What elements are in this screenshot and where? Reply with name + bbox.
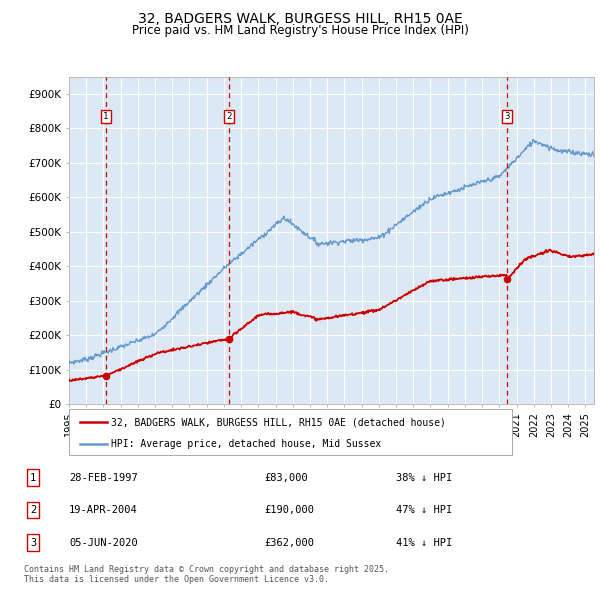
- Text: Contains HM Land Registry data © Crown copyright and database right 2025.
This d: Contains HM Land Registry data © Crown c…: [24, 565, 389, 584]
- Text: 32, BADGERS WALK, BURGESS HILL, RH15 0AE: 32, BADGERS WALK, BURGESS HILL, RH15 0AE: [137, 12, 463, 26]
- Text: 1: 1: [30, 473, 36, 483]
- Text: 1: 1: [103, 112, 109, 121]
- Text: 05-JUN-2020: 05-JUN-2020: [69, 537, 138, 548]
- Text: £190,000: £190,000: [264, 505, 314, 515]
- Text: £83,000: £83,000: [264, 473, 308, 483]
- Text: 32, BADGERS WALK, BURGESS HILL, RH15 0AE (detached house): 32, BADGERS WALK, BURGESS HILL, RH15 0AE…: [111, 417, 446, 427]
- Text: 3: 3: [504, 112, 509, 121]
- Text: 2: 2: [30, 505, 36, 515]
- Text: 28-FEB-1997: 28-FEB-1997: [69, 473, 138, 483]
- Text: 38% ↓ HPI: 38% ↓ HPI: [396, 473, 452, 483]
- Text: 47% ↓ HPI: 47% ↓ HPI: [396, 505, 452, 515]
- Text: 3: 3: [30, 537, 36, 548]
- Text: £362,000: £362,000: [264, 537, 314, 548]
- Text: Price paid vs. HM Land Registry's House Price Index (HPI): Price paid vs. HM Land Registry's House …: [131, 24, 469, 37]
- Text: 19-APR-2004: 19-APR-2004: [69, 505, 138, 515]
- Text: 41% ↓ HPI: 41% ↓ HPI: [396, 537, 452, 548]
- Text: 2: 2: [226, 112, 232, 121]
- Text: HPI: Average price, detached house, Mid Sussex: HPI: Average price, detached house, Mid …: [111, 439, 382, 449]
